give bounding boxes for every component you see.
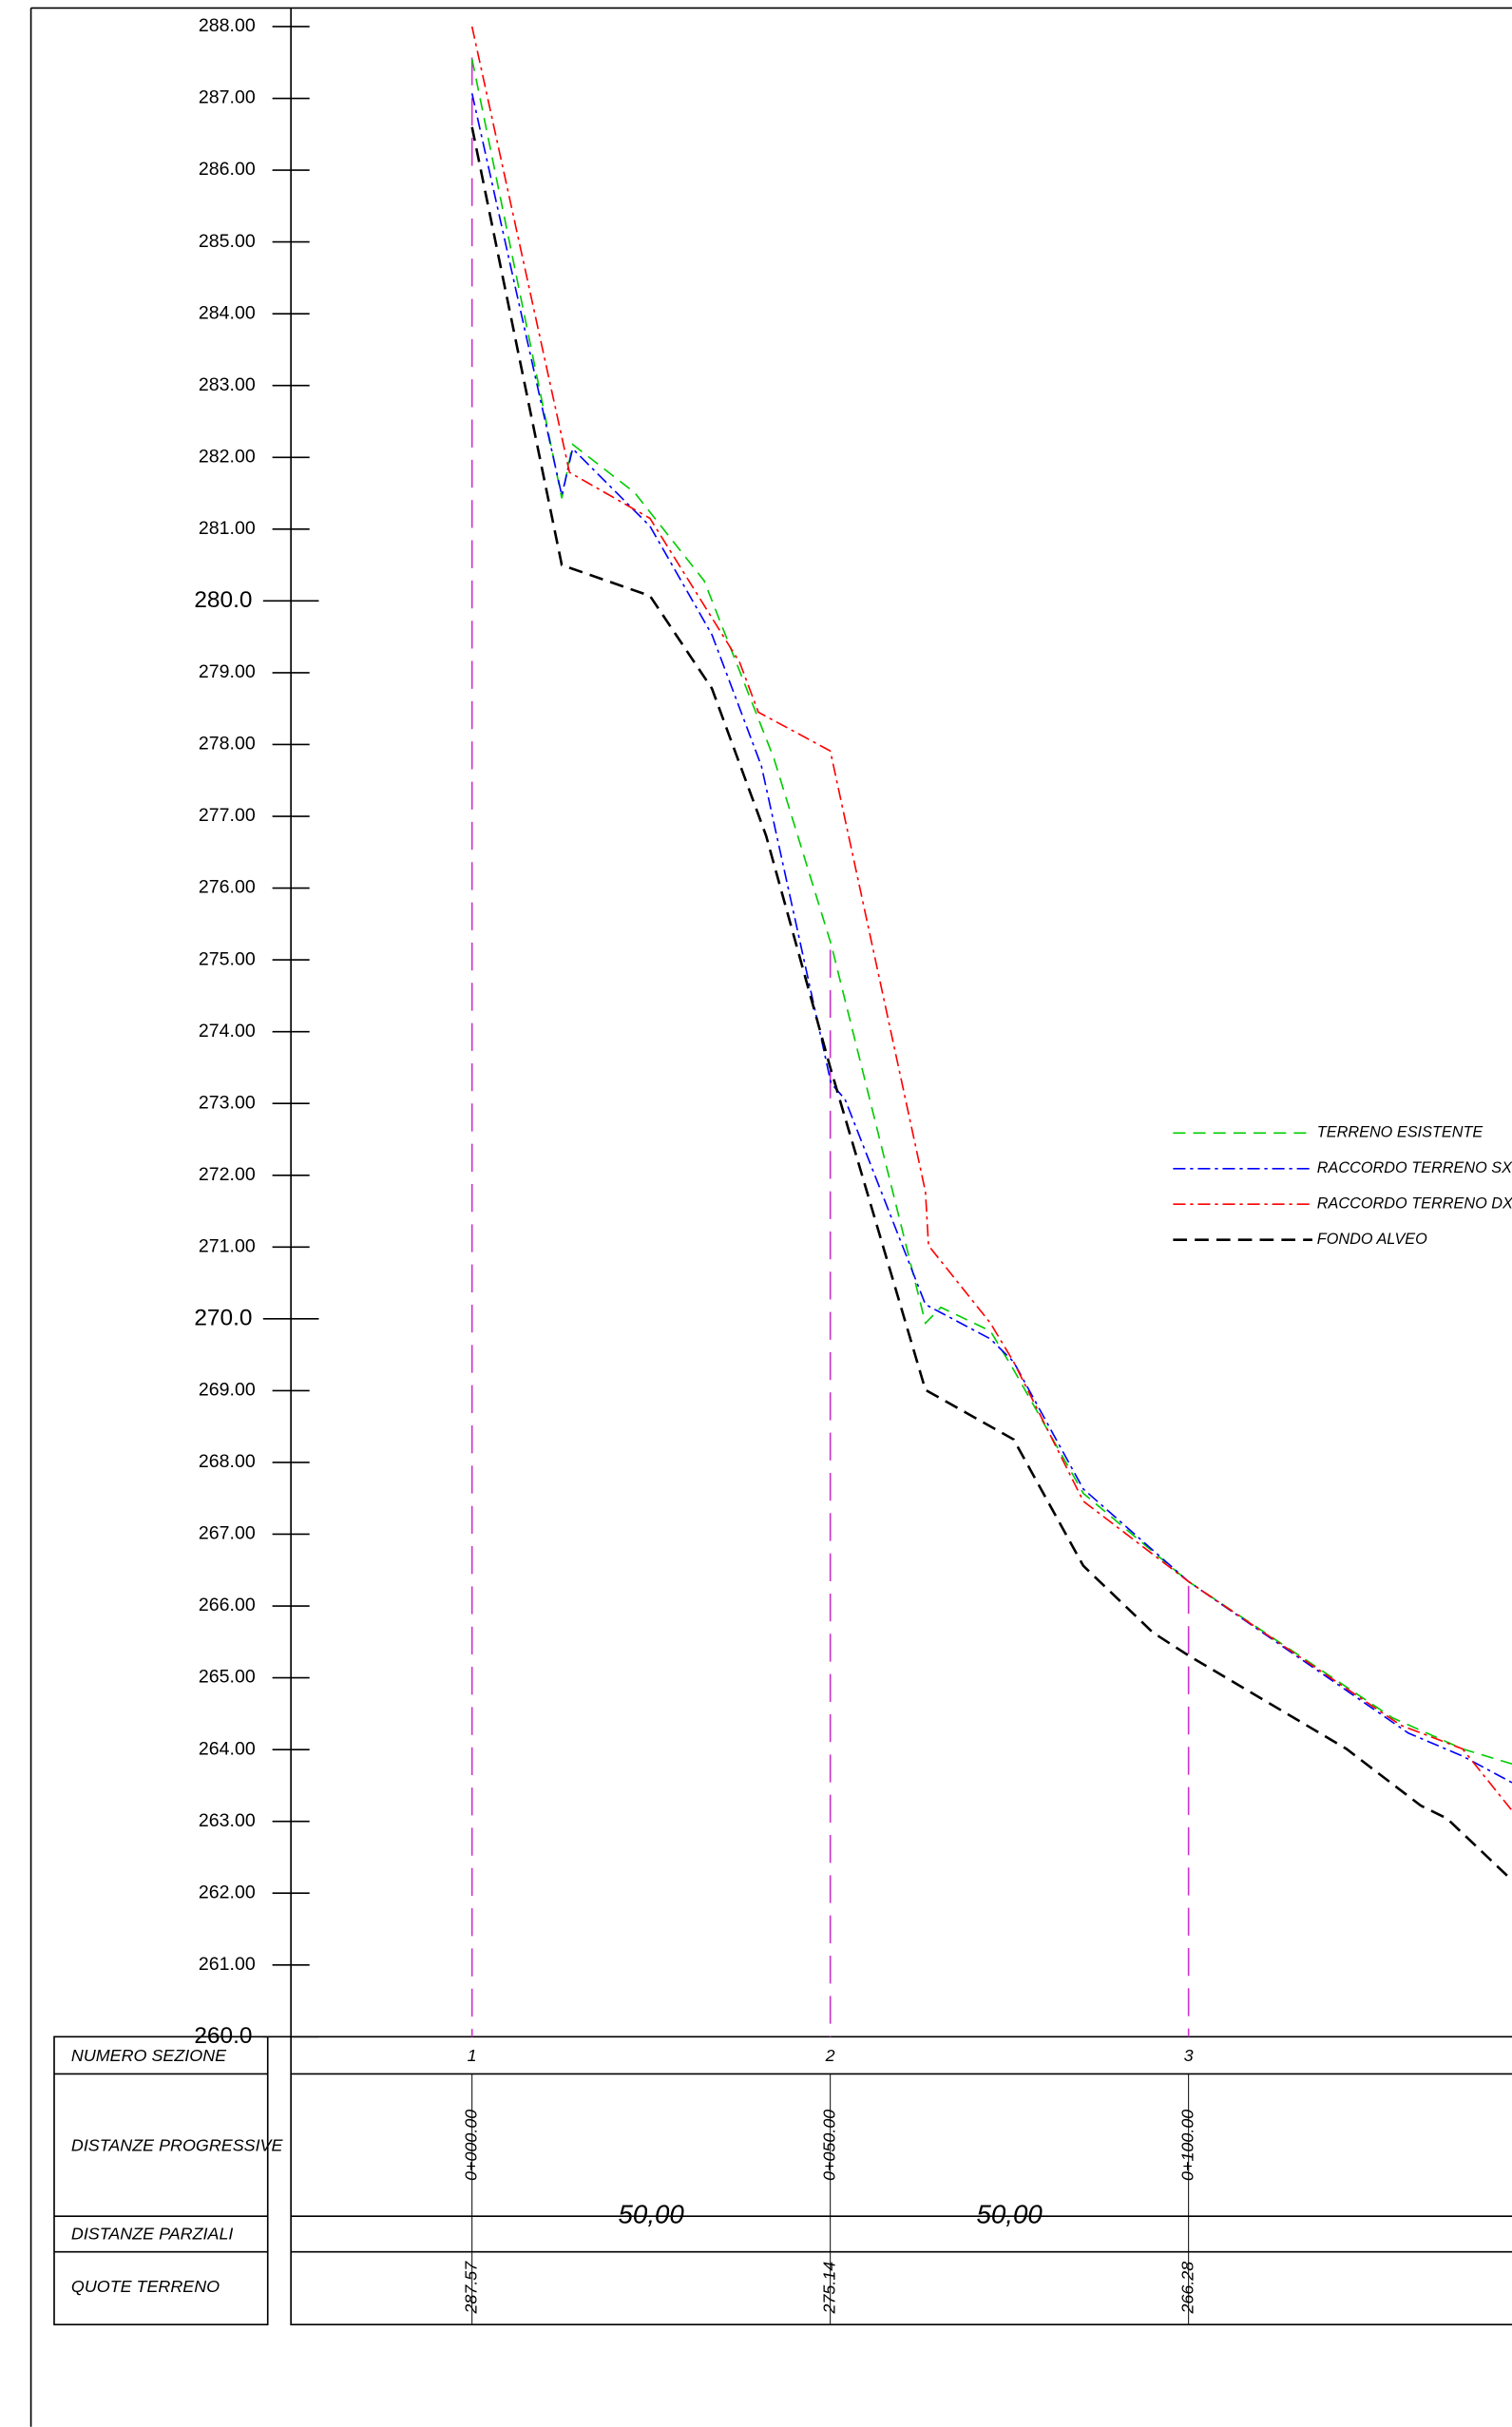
section-progressive: 0+050.00	[819, 2110, 838, 2181]
section-elevation: 287.57	[461, 2261, 480, 2315]
y-tick-label: 264.00	[199, 1738, 256, 1759]
y-tick-label: 260.0	[194, 2023, 252, 2049]
section-number: 2	[825, 2046, 835, 2065]
series-line	[470, 58, 1512, 1766]
section-progressive: 0+000.00	[461, 2110, 480, 2181]
y-tick-label: 263.00	[199, 1810, 256, 1831]
y-tick-label: 281.00	[199, 518, 256, 539]
series-line	[470, 93, 1512, 1784]
y-tick-label: 284.00	[199, 302, 256, 323]
section-progressive: 0+100.00	[1177, 2110, 1196, 2181]
y-tick-label: 269.00	[199, 1380, 256, 1401]
y-tick-label: 285.00	[199, 231, 256, 252]
section-elevation: 275.14	[819, 2262, 838, 2315]
y-tick-label: 287.00	[199, 87, 256, 108]
partial-distance: 50,00	[619, 2200, 685, 2229]
y-tick-label: 276.00	[199, 877, 256, 898]
y-tick-label: 271.00	[199, 1235, 256, 1256]
y-tick-label: 282.00	[199, 446, 256, 467]
y-tick-label: 275.00	[199, 948, 256, 969]
section-elevation: 266.28	[1177, 2262, 1196, 2315]
y-tick-label: 261.00	[199, 1954, 256, 1975]
y-tick-label: 277.00	[199, 805, 256, 826]
y-tick-label: 278.00	[199, 734, 256, 755]
y-tick-label: 279.00	[199, 661, 256, 682]
y-tick-label: 267.00	[199, 1523, 256, 1544]
y-tick-label: 266.00	[199, 1595, 256, 1615]
y-tick-label: 268.00	[199, 1451, 256, 1472]
y-tick-label: 283.00	[199, 374, 256, 395]
y-tick-label: 286.00	[199, 159, 256, 180]
section-number: 3	[1184, 2046, 1194, 2065]
legend-label: TERRENO ESISTENTE	[1317, 1124, 1483, 1141]
legend-label: RACCORDO TERRENO DX	[1317, 1195, 1512, 1213]
table-data-box	[290, 2035, 1512, 2326]
row-label: DISTANZE PARZIALI	[71, 2225, 233, 2244]
y-tick-label: 288.00	[199, 15, 256, 36]
y-tick-label: 262.00	[199, 1882, 256, 1902]
y-tick-label: 270.0	[194, 1305, 252, 1330]
series-line	[470, 26, 1512, 1811]
row-label: NUMERO SEZIONE	[71, 2046, 227, 2065]
row-label: QUOTE TERRENO	[71, 2277, 220, 2296]
section-number: 1	[468, 2046, 477, 2065]
y-tick-label: 273.00	[199, 1092, 256, 1113]
series-line	[470, 126, 1512, 1882]
y-tick-label: 272.00	[199, 1164, 256, 1185]
y-tick-label: 274.00	[199, 1021, 256, 1042]
legend-label: FONDO ALVEO	[1317, 1231, 1427, 1248]
legend-label: RACCORDO TERRENO SX	[1317, 1159, 1512, 1176]
y-tick-label: 280.0	[194, 587, 252, 613]
partial-distance: 50,00	[977, 2200, 1043, 2229]
y-tick-label: 265.00	[199, 1667, 256, 1688]
row-label: DISTANZE PROGRESSIVE	[71, 2136, 284, 2155]
table-label-box	[53, 2035, 269, 2326]
